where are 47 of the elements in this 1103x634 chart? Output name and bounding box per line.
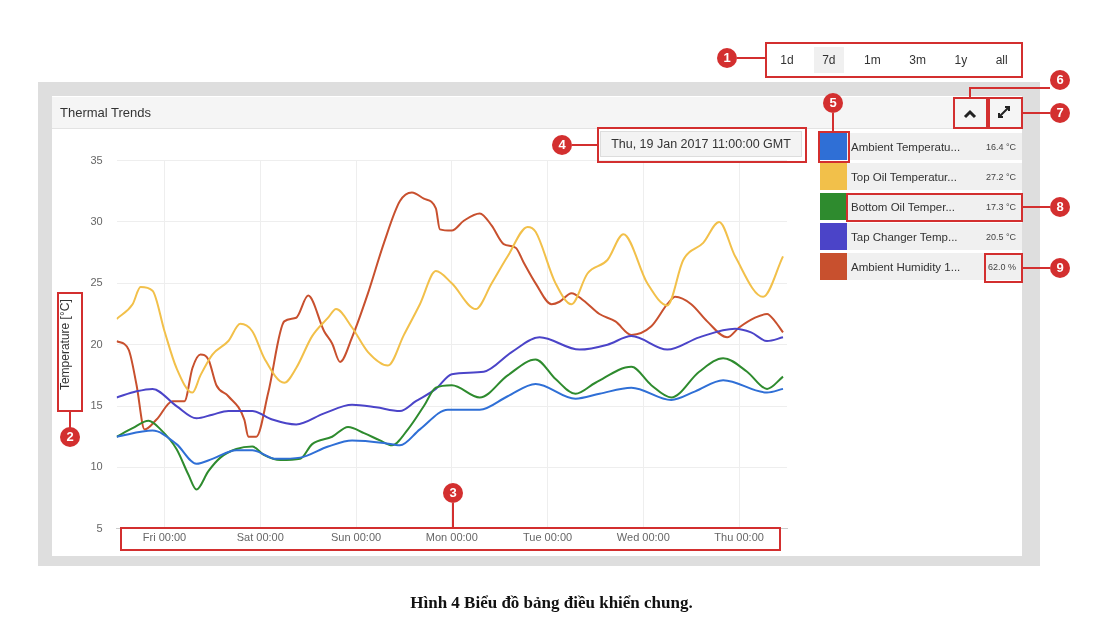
text: 7 [1050, 103, 1070, 123]
text: 62.0 % [987, 261, 1016, 272]
legend-label: Bottom Oil Temper... [851, 200, 956, 213]
text: 6 [1050, 70, 1070, 90]
y-tick-label: 25 [90, 276, 103, 289]
y-axis-title: Temperature [°C] [57, 299, 72, 391]
legend-label: Tap Changer Temp... [851, 230, 959, 243]
text: 5 [823, 93, 843, 113]
line-series [116, 191, 785, 438]
x-tick-label: Sun 00:00 [330, 531, 382, 544]
line-series [116, 220, 785, 394]
line-series [116, 379, 785, 465]
x-tick-label: Tue 00:00 [523, 531, 573, 544]
text: 7d [814, 47, 844, 73]
text: 1 [717, 48, 737, 68]
y-tick-label: 30 [90, 215, 103, 227]
y-tick-label: 15 [90, 399, 103, 412]
text: all [994, 52, 1009, 69]
x-tick-label: Mon 00:00 [425, 531, 478, 544]
annotation: 3 [443, 483, 463, 503]
text: 3m [908, 52, 927, 69]
text: 8 [1050, 197, 1070, 217]
x-tick-label: Fri 00:00 [142, 531, 187, 544]
text: Hình 4 Biểu đồ bảng điều khiển chung. [409, 593, 694, 613]
legend-label: Top Oil Temperatur... [851, 170, 958, 183]
text: 1d [779, 52, 795, 69]
text: 27.2 °C [985, 171, 1016, 182]
y-tick-label: 35 [90, 153, 103, 166]
legend-label: Ambient Temperatu... [851, 140, 962, 153]
y-tick-label: 20 [90, 337, 103, 350]
line-series [116, 327, 785, 426]
x-tick-label: Thu 00:00 [714, 531, 764, 544]
text: 17.3 °C [985, 201, 1016, 212]
y-tick-label: 10 [90, 460, 103, 473]
x-tick-label: Sat 00:00 [236, 531, 284, 544]
x-tick-label: Wed 00:00 [616, 531, 670, 544]
y-tick-label: 5 [96, 521, 103, 534]
legend-label: Ambient Humidity 1... [851, 260, 962, 273]
text: 1m [863, 52, 882, 69]
text: 4 [552, 135, 572, 155]
text: 20.5 °C [985, 231, 1016, 242]
text: Thu, 19 Jan 2017 11:00:00 GMT [600, 131, 802, 157]
text: 1y [953, 52, 969, 69]
chart-title: Thermal Trends [60, 105, 152, 120]
text: 2 [60, 427, 80, 447]
text: 9 [1050, 258, 1070, 278]
text: 16.4 °C [985, 141, 1016, 152]
